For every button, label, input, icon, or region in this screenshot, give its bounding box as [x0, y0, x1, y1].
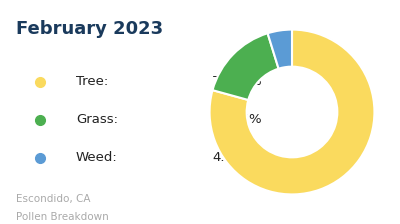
Text: 4.78%: 4.78% [212, 151, 254, 164]
Text: 15.95%: 15.95% [212, 113, 263, 126]
Text: Escondido, CA: Escondido, CA [16, 194, 90, 204]
Wedge shape [268, 30, 292, 69]
Wedge shape [210, 30, 374, 194]
Text: Weed:: Weed: [76, 151, 118, 164]
Text: 79.27%: 79.27% [212, 75, 263, 88]
Text: Grass:: Grass: [76, 113, 118, 126]
Text: Tree:: Tree: [76, 75, 108, 88]
Wedge shape [212, 33, 278, 100]
Text: Pollen Breakdown: Pollen Breakdown [16, 212, 109, 222]
Text: February 2023: February 2023 [16, 20, 163, 38]
